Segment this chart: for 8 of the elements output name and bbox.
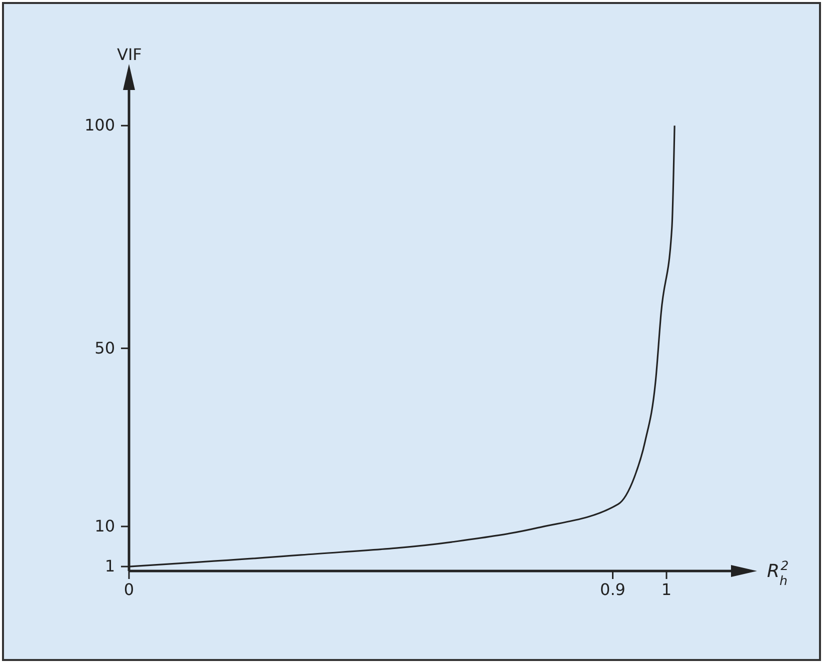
y-tick-label: 50 [94,338,115,358]
y-tick-label: 10 [94,516,115,536]
x-tick-label: 0.9 [600,580,626,599]
y-tick-label: 100 [84,116,115,135]
y-tick-label: 1 [104,556,115,576]
x-tick-label: 1 [661,580,672,599]
x-tick-label: 0 [124,580,134,599]
y-axis-title: VIF [117,45,142,64]
